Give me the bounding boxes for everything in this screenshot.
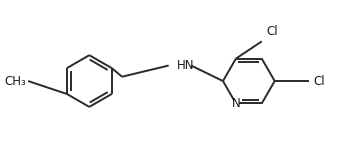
Text: N: N (232, 97, 240, 110)
Text: Cl: Cl (313, 75, 325, 88)
Text: Cl: Cl (266, 25, 278, 38)
Text: CH₃: CH₃ (5, 75, 26, 88)
Text: HN: HN (177, 59, 195, 72)
